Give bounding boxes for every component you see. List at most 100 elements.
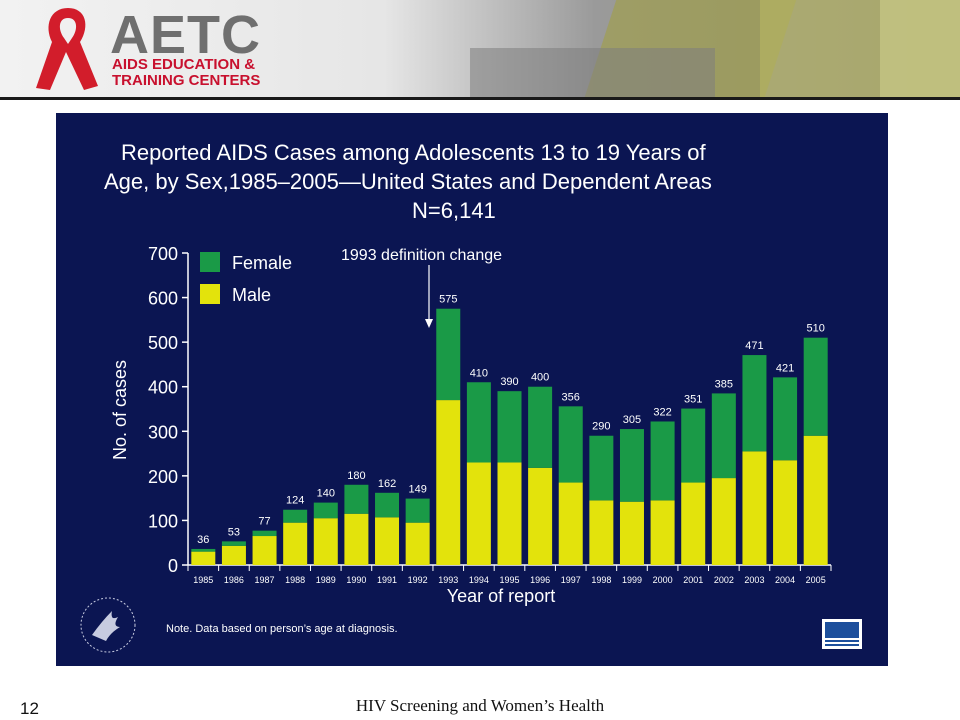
bar-male-2000 — [650, 500, 675, 565]
x-tick-label-1990: 1990 — [346, 575, 366, 585]
data-label-2005: 510 — [807, 323, 825, 335]
legend-swatch-male — [200, 284, 220, 304]
bar-male-2004 — [773, 460, 798, 565]
cdc-logo-inner — [825, 622, 859, 638]
bar-male-1993 — [436, 400, 461, 565]
data-label-1998: 290 — [592, 421, 610, 433]
cdc-logo-icon — [822, 619, 862, 649]
bar-female-1993 — [436, 308, 461, 401]
bar-female-1990 — [344, 484, 369, 514]
data-label-2001: 351 — [684, 394, 702, 406]
cdc-logo-bar — [825, 644, 859, 646]
banner-shape — [470, 48, 715, 97]
x-tick-label-2005: 2005 — [806, 575, 826, 585]
header-banner: AETC AIDS EDUCATION & TRAINING CENTERS — [0, 0, 960, 100]
bar-male-1997 — [558, 482, 583, 565]
bar-female-2003 — [742, 355, 767, 452]
x-tick-label-1995: 1995 — [499, 575, 519, 585]
logo-subtitle-line1: AIDS EDUCATION & — [112, 56, 256, 73]
red-ribbon-icon — [36, 8, 98, 90]
bar-male-1995 — [497, 462, 522, 565]
hhs-seal-icon — [80, 597, 136, 653]
x-tick-label-1985: 1985 — [193, 575, 213, 585]
bar-male-1998 — [589, 500, 614, 565]
data-label-1987: 77 — [258, 516, 270, 528]
bar-female-1988 — [283, 509, 308, 523]
bar-male-1996 — [528, 467, 553, 565]
data-label-1999: 305 — [623, 414, 641, 426]
bar-male-1988 — [283, 522, 308, 565]
data-label-2002: 385 — [715, 378, 733, 390]
data-label-1986: 53 — [228, 526, 240, 538]
bar-female-1989 — [313, 502, 338, 519]
x-tick-label-1987: 1987 — [255, 575, 275, 585]
x-tick-label-2004: 2004 — [775, 575, 795, 585]
page-number: 12 — [20, 699, 39, 718]
x-tick-label-2000: 2000 — [653, 575, 673, 585]
x-axis-title: Year of report — [447, 586, 555, 606]
bar-female-1991 — [375, 492, 400, 518]
cdc-logo-bar — [825, 640, 859, 642]
bar-female-1995 — [497, 391, 522, 463]
bar-male-2003 — [742, 451, 767, 565]
chart-note: Note. Data based on person’s age at diag… — [166, 623, 398, 635]
bar-female-1998 — [589, 435, 614, 501]
y-tick-label: 500 — [148, 333, 178, 353]
bar-female-1997 — [558, 406, 583, 483]
x-tick-label-1998: 1998 — [591, 575, 611, 585]
y-axis-title: No. of cases — [110, 360, 130, 460]
bar-male-1992 — [405, 522, 430, 565]
legend-label-male: Male — [232, 285, 271, 305]
data-label-2003: 471 — [745, 340, 763, 352]
x-tick-label-2003: 2003 — [744, 575, 764, 585]
bar-female-1994 — [466, 382, 491, 463]
data-label-1993: 575 — [439, 294, 457, 306]
x-tick-label-1996: 1996 — [530, 575, 550, 585]
chart-title-line1: Reported AIDS Cases among Adolescents 13… — [121, 140, 706, 165]
bar-male-1986 — [221, 545, 246, 565]
bar-male-2005 — [803, 435, 828, 565]
y-tick-label: 200 — [148, 467, 178, 487]
y-tick-label: 100 — [148, 511, 178, 531]
data-label-2000: 322 — [653, 406, 671, 418]
legend-swatch-female — [200, 252, 220, 272]
chart-title-line2: Age, by Sex,1985–2005—United States and … — [104, 169, 712, 194]
x-tick-label-1997: 1997 — [561, 575, 581, 585]
bar-male-1991 — [375, 517, 400, 565]
header-divider — [0, 97, 960, 100]
bar-female-1999 — [619, 429, 644, 502]
bar-female-2002 — [711, 393, 736, 479]
data-label-1997: 356 — [562, 391, 580, 403]
x-tick-label-2001: 2001 — [683, 575, 703, 585]
data-label-1992: 149 — [408, 484, 426, 496]
bar-female-1985 — [191, 548, 216, 552]
data-label-1995: 390 — [500, 376, 518, 388]
hhs-seal-ring — [80, 597, 136, 653]
data-label-1994: 410 — [470, 367, 488, 379]
y-tick-label: 700 — [148, 244, 178, 264]
data-label-1988: 124 — [286, 495, 304, 507]
data-label-1985: 36 — [197, 534, 209, 546]
logo-subtitle-line2: TRAINING CENTERS — [112, 72, 261, 89]
x-tick-label-1988: 1988 — [285, 575, 305, 585]
bar-male-1999 — [619, 501, 644, 565]
y-tick-label: 600 — [148, 289, 178, 309]
chart-panel: Reported AIDS Cases among Adolescents 13… — [56, 113, 888, 666]
bar-female-1992 — [405, 498, 430, 523]
bar-male-1990 — [344, 513, 369, 565]
hhs-eagle-shape — [92, 611, 120, 641]
bar-female-1987 — [252, 530, 277, 537]
x-tick-label-1993: 1993 — [438, 575, 458, 585]
bar-female-2004 — [773, 377, 798, 461]
y-tick-label: 0 — [168, 556, 178, 576]
annotation-text: 1993 definition change — [341, 247, 502, 264]
x-tick-label-1991: 1991 — [377, 575, 397, 585]
bar-male-1989 — [313, 518, 338, 565]
data-label-1996: 400 — [531, 372, 549, 384]
banner-shape — [880, 0, 960, 100]
y-tick-label: 400 — [148, 378, 178, 398]
bar-male-1985 — [191, 551, 216, 565]
x-tick-label-1989: 1989 — [316, 575, 336, 585]
chart-title-line3: N=6,141 — [412, 198, 496, 223]
data-label-1990: 180 — [347, 470, 365, 482]
